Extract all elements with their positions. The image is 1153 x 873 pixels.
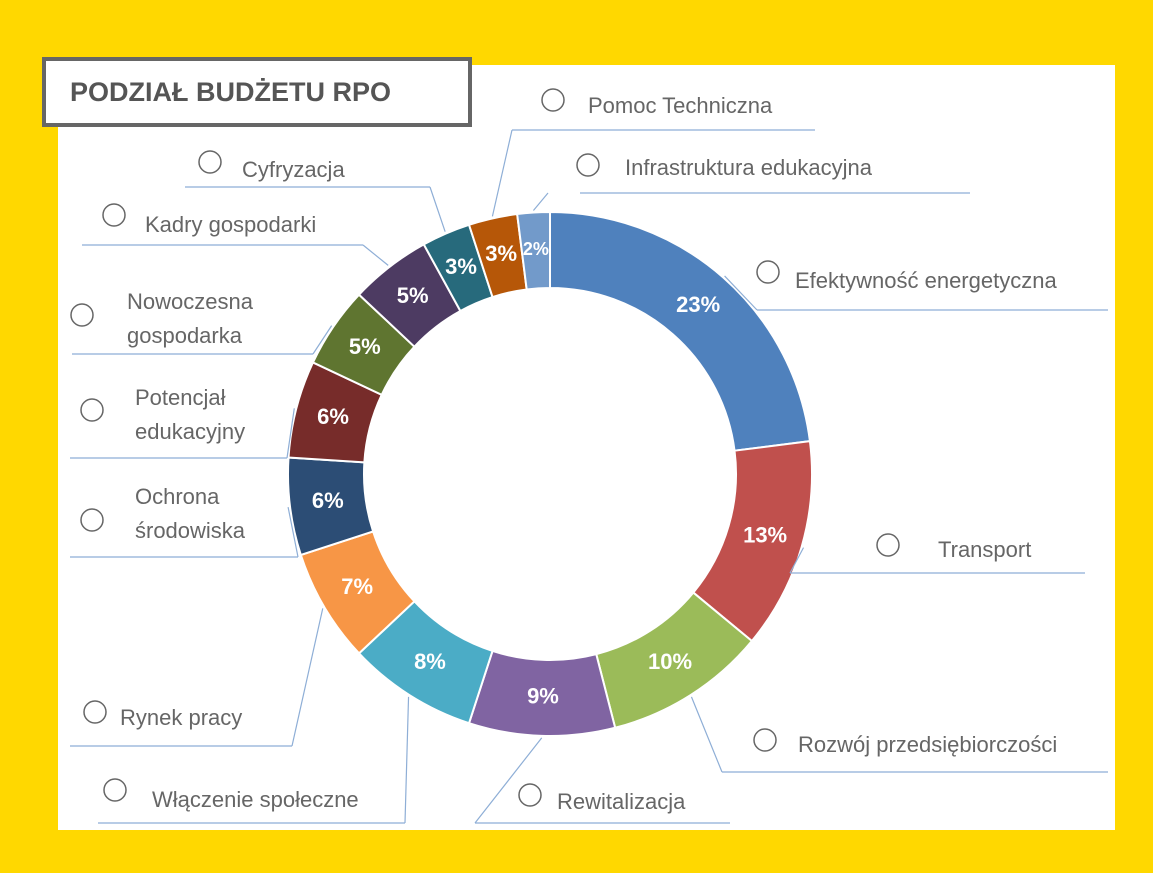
category-icon (198, 150, 222, 174)
category-label: Potencjał edukacyjny (135, 385, 246, 444)
category-label: Transport (938, 537, 1032, 562)
value-label: 8% (414, 649, 446, 674)
value-label: 13% (743, 522, 787, 547)
value-label: 5% (397, 283, 429, 308)
category-label: Włączenie społeczne (152, 787, 359, 812)
category-label: Rewitalizacja (557, 789, 686, 814)
leader-line (474, 737, 543, 824)
category-label: Pomoc Techniczna (588, 93, 773, 118)
category-label: Infrastruktura edukacyjna (625, 155, 873, 180)
value-label: 5% (349, 334, 381, 359)
category-label: Cyfryzacja (242, 157, 345, 182)
category-icon (70, 303, 94, 327)
category-icon (756, 260, 780, 284)
leader-line (532, 192, 549, 211)
category-icon (80, 508, 104, 532)
donut-segment (516, 210, 551, 291)
value-label: 3% (445, 254, 477, 279)
value-label: 6% (312, 488, 344, 513)
category-icon (103, 778, 127, 802)
leader-line (362, 244, 389, 266)
chart-title: PODZIAŁ BUDŻETU RPO (42, 57, 472, 127)
value-label: 2% (523, 239, 549, 259)
leader-line (404, 696, 410, 824)
category-icon (876, 533, 900, 557)
value-label: 3% (485, 241, 517, 266)
category-icon (753, 728, 777, 752)
leader-line (291, 608, 324, 747)
leader-line (286, 408, 295, 459)
leader-line (429, 186, 446, 232)
category-label: Efektywność energetyczna (795, 268, 1057, 293)
leader-line (312, 325, 333, 355)
category-icon (80, 398, 104, 422)
leader-line (690, 696, 723, 773)
value-label: 9% (527, 684, 559, 709)
category-icon (518, 783, 542, 807)
value-label: 7% (341, 574, 373, 599)
category-label: Rynek pracy (120, 705, 243, 730)
leader-line (724, 275, 758, 311)
leader-line (789, 547, 805, 574)
value-label: 10% (648, 649, 692, 674)
category-label: Ochrona środowiska (135, 484, 246, 543)
leader-line (287, 506, 299, 558)
category-icon (541, 88, 565, 112)
category-label: Nowoczesna gospodarka (127, 289, 253, 348)
value-label: 6% (317, 404, 349, 429)
leader-line (491, 129, 513, 217)
donut-segment (549, 210, 812, 452)
category-label: Kadry gospodarki (145, 212, 317, 237)
category-icon (83, 700, 107, 724)
category-icon (102, 203, 126, 227)
category-icon (576, 153, 600, 177)
value-label: 23% (676, 292, 720, 317)
category-label: Rozwój przedsiębiorczości (798, 732, 1058, 757)
